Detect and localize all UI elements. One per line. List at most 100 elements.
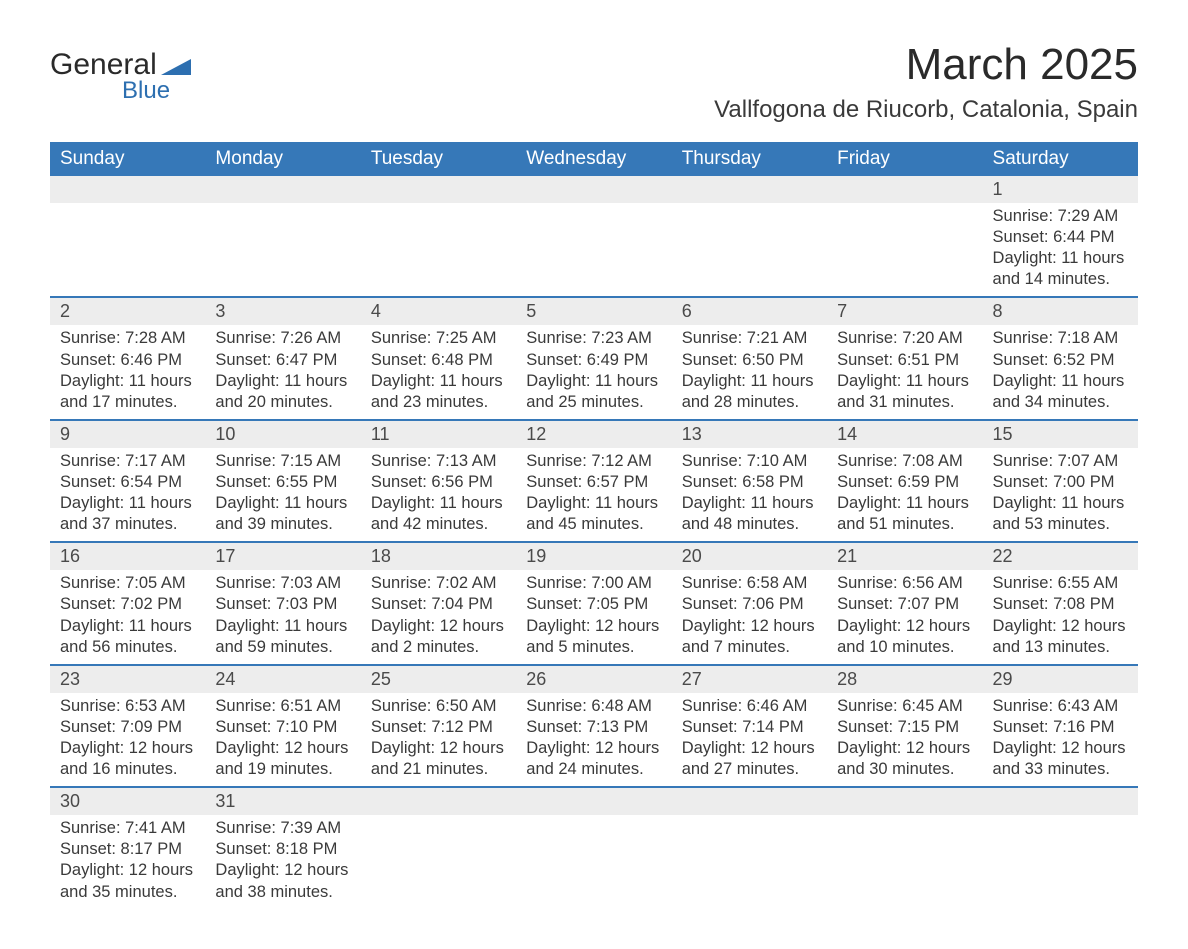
day-detail-cell: Sunrise: 7:10 AMSunset: 6:58 PMDaylight:… [672,448,827,542]
day-detail-cell: Sunrise: 7:41 AMSunset: 8:17 PMDaylight:… [50,815,205,908]
day-number-cell [516,176,671,203]
daylight-text-1: Daylight: 11 hours [526,371,661,392]
day-number-cell: 4 [361,297,516,325]
sunrise-text: Sunrise: 7:05 AM [60,573,195,594]
day-detail-cell: Sunrise: 6:43 AMSunset: 7:16 PMDaylight:… [983,693,1138,787]
day-detail-cell: Sunrise: 7:12 AMSunset: 6:57 PMDaylight:… [516,448,671,542]
daylight-text-1: Daylight: 11 hours [215,371,350,392]
sunset-text: Sunset: 6:56 PM [371,472,506,493]
calendar-table: Sunday Monday Tuesday Wednesday Thursday… [50,142,1138,909]
daylight-text-2: and 37 minutes. [60,514,195,535]
day-detail-cell [827,815,982,908]
logo-triangle-icon [161,53,191,80]
daylight-text-1: Daylight: 12 hours [993,738,1128,759]
sunset-text: Sunset: 7:15 PM [837,717,972,738]
day-number-cell: 21 [827,542,982,570]
day-number-cell [361,176,516,203]
day-detail-cell [516,815,671,908]
day-detail-cell: Sunrise: 7:39 AMSunset: 8:18 PMDaylight:… [205,815,360,908]
day-number-cell: 14 [827,420,982,448]
sunset-text: Sunset: 8:17 PM [60,839,195,860]
day-detail-cell: Sunrise: 7:18 AMSunset: 6:52 PMDaylight:… [983,325,1138,419]
sunset-text: Sunset: 7:06 PM [682,594,817,615]
weekday-header: Saturday [983,142,1138,176]
sunset-text: Sunset: 6:48 PM [371,350,506,371]
day-number-cell: 8 [983,297,1138,325]
daylight-text-2: and 7 minutes. [682,637,817,658]
day-detail-cell [827,203,982,297]
sunrise-text: Sunrise: 7:12 AM [526,451,661,472]
sunset-text: Sunset: 6:46 PM [60,350,195,371]
day-number-row: 3031 [50,787,1138,815]
logo-text-blue: Blue [122,80,170,102]
sunset-text: Sunset: 7:08 PM [993,594,1128,615]
daylight-text-2: and 51 minutes. [837,514,972,535]
daylight-text-1: Daylight: 11 hours [215,493,350,514]
day-detail-row: Sunrise: 7:05 AMSunset: 7:02 PM Daylight:… [50,570,1138,664]
sunset-text: Sunset: 6:55 PM [215,472,350,493]
sunrise-text: Sunrise: 7:03 AM [215,573,350,594]
sunrise-text: Sunrise: 7:26 AM [215,328,350,349]
day-number-cell [827,787,982,815]
day-detail-cell: Sunrise: 7:15 AMSunset: 6:55 PMDaylight:… [205,448,360,542]
daylight-text-2: and 53 minutes. [993,514,1128,535]
daylight-text-2: and 28 minutes. [682,392,817,413]
sunset-text: Sunset: 6:54 PM [60,472,195,493]
sunset-text: Sunset: 8:18 PM [215,839,350,860]
daylight-text-2: and 2 minutes. [371,637,506,658]
weekday-header: Tuesday [361,142,516,176]
day-detail-cell: Sunrise: 7:25 AMSunset: 6:48 PMDaylight:… [361,325,516,419]
sunrise-text: Sunrise: 6:46 AM [682,696,817,717]
day-number-cell [205,176,360,203]
day-number-cell: 20 [672,542,827,570]
header: General Blue March 2025 Vallfogona de Ri… [50,40,1138,124]
sunset-text: Sunset: 7:13 PM [526,717,661,738]
day-detail-cell: Sunrise: 6:48 AMSunset: 7:13 PMDaylight:… [516,693,671,787]
day-number-cell: 3 [205,297,360,325]
sunset-text: Sunset: 7:02 PM [60,594,195,615]
sunrise-text: Sunrise: 7:23 AM [526,328,661,349]
weekday-header: Thursday [672,142,827,176]
day-number-cell: 6 [672,297,827,325]
day-number-cell: 9 [50,420,205,448]
sunrise-text: Sunrise: 7:17 AM [60,451,195,472]
day-detail-cell: Sunrise: 7:02 AMSunset: 7:04 PMDaylight:… [361,570,516,664]
daylight-text-2: and 48 minutes. [682,514,817,535]
sunrise-text: Sunrise: 7:28 AM [60,328,195,349]
daylight-text-1: Daylight: 12 hours [526,738,661,759]
sunrise-text: Sunrise: 7:15 AM [215,451,350,472]
daylight-text-1: Daylight: 11 hours [837,371,972,392]
sunrise-text: Sunrise: 7:20 AM [837,328,972,349]
sunrise-text: Sunrise: 6:50 AM [371,696,506,717]
day-number-cell: 19 [516,542,671,570]
location: Vallfogona de Riucorb, Catalonia, Spain [714,96,1138,124]
day-number-cell: 24 [205,665,360,693]
daylight-text-2: and 13 minutes. [993,637,1128,658]
day-detail-cell: Sunrise: 6:56 AMSunset: 7:07 PMDaylight:… [827,570,982,664]
daylight-text-2: and 56 minutes. [60,637,195,658]
sunrise-text: Sunrise: 7:21 AM [682,328,817,349]
sunset-text: Sunset: 7:12 PM [371,717,506,738]
sunrise-text: Sunrise: 7:25 AM [371,328,506,349]
weekday-header: Sunday [50,142,205,176]
daylight-text-1: Daylight: 12 hours [215,738,350,759]
day-number-row: 9101112131415 [50,420,1138,448]
day-number-cell: 28 [827,665,982,693]
day-number-cell: 7 [827,297,982,325]
daylight-text-2: and 19 minutes. [215,759,350,780]
daylight-text-1: Daylight: 12 hours [526,616,661,637]
weekday-header: Friday [827,142,982,176]
daylight-text-2: and 39 minutes. [215,514,350,535]
daylight-text-1: Daylight: 12 hours [60,860,195,881]
sunrise-text: Sunrise: 7:18 AM [993,328,1128,349]
day-detail-cell: Sunrise: 6:51 AMSunset: 7:10 PMDaylight:… [205,693,360,787]
day-number-cell: 11 [361,420,516,448]
weekday-header: Monday [205,142,360,176]
sunset-text: Sunset: 7:16 PM [993,717,1128,738]
day-detail-cell [205,203,360,297]
sunset-text: Sunset: 7:07 PM [837,594,972,615]
day-number-cell [983,787,1138,815]
daylight-text-2: and 31 minutes. [837,392,972,413]
sunrise-text: Sunrise: 6:45 AM [837,696,972,717]
daylight-text-2: and 24 minutes. [526,759,661,780]
